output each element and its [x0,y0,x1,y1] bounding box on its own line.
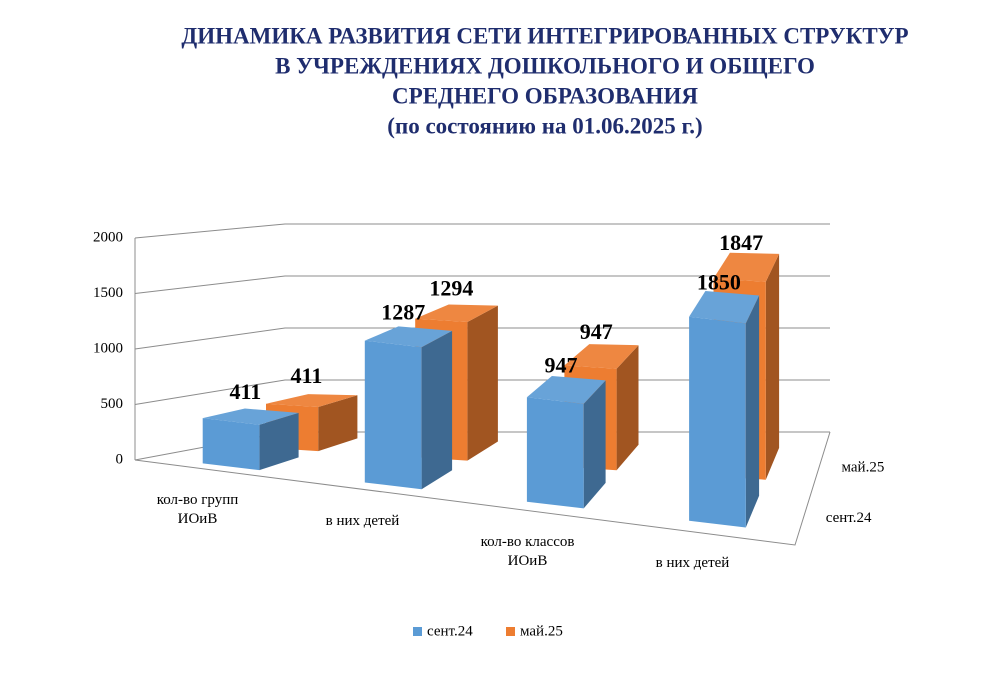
bar-top [564,344,639,369]
legend-swatch [413,627,422,636]
y-tick-label: 2000 [93,229,123,245]
bar [364,326,453,490]
legend-label: сент.24 [427,623,473,639]
bar-side [318,395,358,452]
x-tick-label: в них детей [655,555,730,572]
grid-line [134,379,830,405]
bar-side [259,412,299,471]
bar-top [415,304,498,322]
data-label: 411 [230,379,262,404]
bar [202,408,299,471]
x-tick-label: кол-во классов ИОиВ [480,534,575,570]
bar-top [713,252,780,282]
chart-title: (по состоянию на 01.06.2025 г.) [387,113,702,138]
legend-label: май.25 [520,623,563,639]
axis-line [134,431,831,546]
data-label: 1850 [697,270,741,295]
data-label: 1847 [719,230,763,255]
grid-line [134,275,830,294]
y-tick-label: 1500 [93,285,123,301]
bar-top [202,408,299,425]
depth-axis-label: май.25 [842,459,885,475]
grid-line [134,223,830,239]
bar-top [526,376,606,404]
bar-side [467,305,498,461]
bar-front [689,316,746,528]
x-tick-label: в них детей [325,512,400,529]
x-tick-label: кол-во групп ИОиВ [156,491,239,527]
bar-side [745,295,760,528]
y-tick-label: 0 [116,451,124,467]
bar-side [421,330,453,490]
bar-top [364,326,453,348]
chart-title: ДИНАМИКА РАЗВИТИЯ СЕТИ ИНТЕГРИРОВАННЫХ С… [181,23,908,48]
depth-axis-label: сент.24 [826,510,872,526]
y-tick-label: 1000 [93,340,123,356]
chart-title: СРЕДНЕГО ОБРАЗОВАНИЯ [392,83,698,108]
grid-line [134,327,830,350]
bar-side [616,345,639,471]
data-label: 1294 [429,276,473,301]
y-tick-label: 500 [101,396,124,412]
bar-side [583,380,606,509]
data-label: 947 [580,319,613,344]
bar [689,291,760,528]
chart-title: В УЧРЕЖДЕНИЯХ ДОШКОЛЬНОГО И ОБЩЕГО [275,53,815,78]
data-label: 947 [545,352,578,377]
bar-top [689,291,760,324]
data-label: 1287 [381,299,425,324]
data-label: 411 [291,363,323,388]
bar-front [526,397,584,509]
bar-side [765,253,780,480]
legend-swatch [506,627,515,636]
bar-front [202,418,260,471]
bar [526,376,606,509]
bar-top [266,394,358,407]
bar-front [364,340,422,490]
